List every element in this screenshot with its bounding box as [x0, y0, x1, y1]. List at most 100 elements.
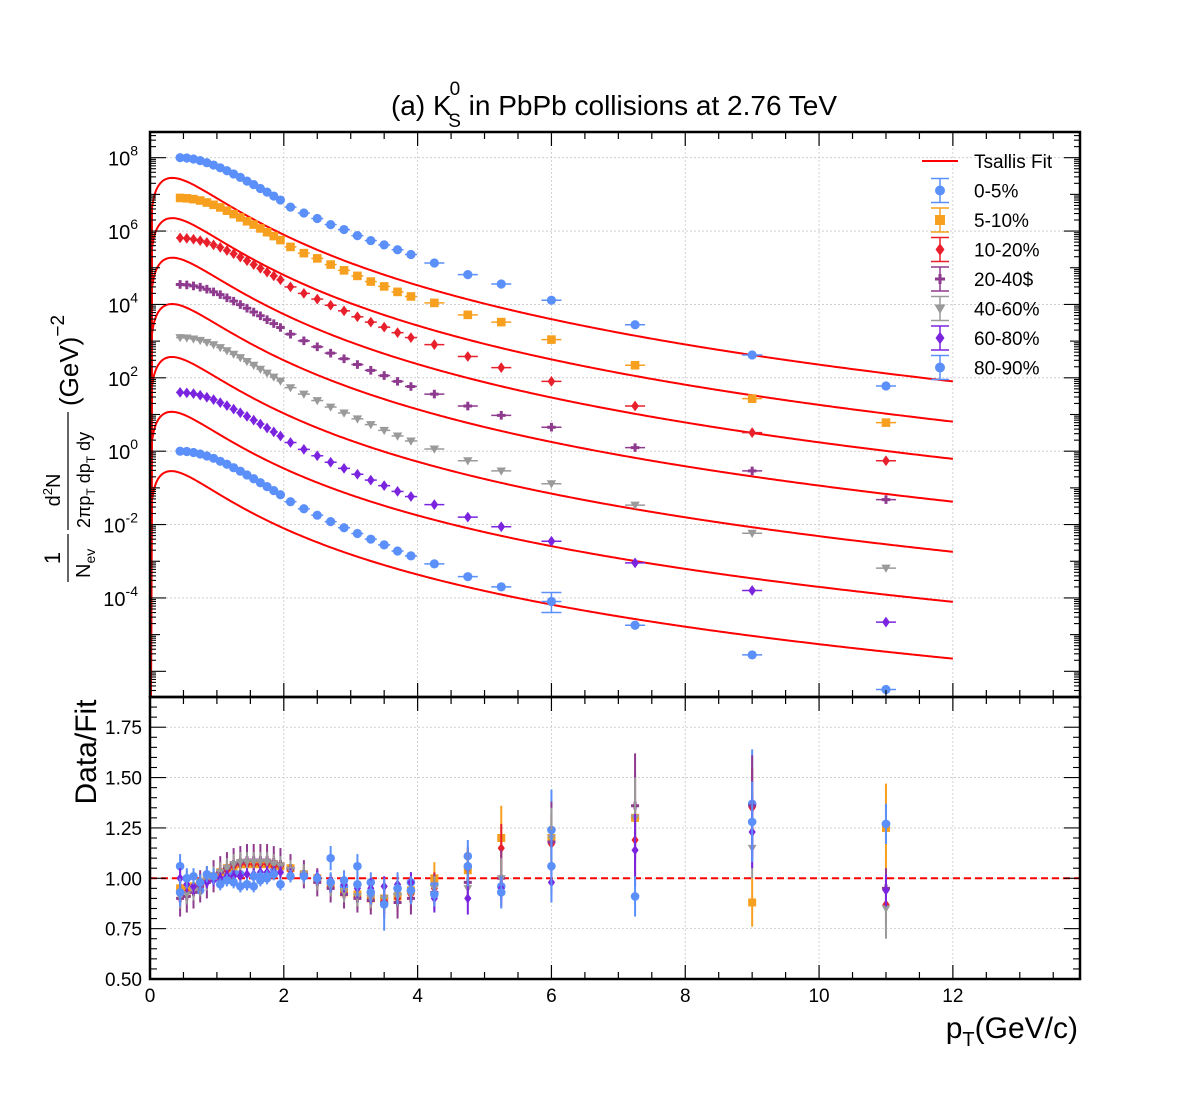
- ratio-point: [366, 888, 376, 897]
- legend-marker: [935, 243, 945, 256]
- ratio-point: [881, 905, 891, 913]
- data-point: [209, 394, 218, 405]
- data-point: [393, 287, 402, 297]
- data-point: [189, 194, 198, 204]
- data-point: [262, 227, 272, 237]
- data-point: [176, 387, 184, 398]
- data-point: [407, 491, 415, 502]
- data-point: [547, 422, 556, 432]
- ratio-point: [229, 878, 238, 887]
- data-point: [202, 284, 212, 294]
- data-point: [352, 528, 363, 539]
- data-point: [269, 231, 279, 241]
- y-tick-label: 106: [108, 216, 138, 244]
- data-point: [379, 426, 389, 436]
- ratio-point: [242, 880, 252, 889]
- data-point: [189, 233, 198, 245]
- y-tick-label-exp: -2: [126, 510, 139, 526]
- data-point: [353, 271, 362, 281]
- ratio-point: [269, 869, 279, 879]
- data-point: [407, 332, 415, 343]
- legend-label: Tsallis Fit: [974, 152, 1053, 173]
- data-point: [631, 400, 639, 412]
- data-point: [223, 400, 231, 411]
- data-point: [222, 347, 232, 356]
- data-point: [223, 245, 231, 256]
- data-point: [366, 235, 376, 246]
- ratio-point: [353, 861, 362, 871]
- data-point: [243, 255, 251, 267]
- ratio-y-axis-label: Data/Fit: [70, 699, 103, 805]
- data-point: [366, 534, 376, 544]
- data-point: [275, 195, 286, 205]
- ylabel-nev: Nev: [73, 549, 98, 578]
- ratio-point: [202, 869, 212, 879]
- data-point: [313, 450, 322, 462]
- data-point: [269, 319, 279, 328]
- data-point: [392, 546, 403, 556]
- data-point: [249, 259, 258, 270]
- top-y-axis-label: 1 Nev d2N 2πpT dpT dy (GeV)−2: [40, 315, 98, 582]
- data-point: [747, 394, 757, 403]
- data-point: [209, 200, 218, 210]
- data-point: [286, 437, 295, 448]
- data-point: [406, 382, 416, 391]
- ratio-point: [262, 871, 272, 881]
- data-point: [236, 251, 245, 263]
- data-point: [463, 270, 473, 280]
- data-point: [262, 482, 272, 492]
- ratio-points: [175, 749, 891, 939]
- ratio-point: [276, 867, 285, 878]
- data-point: [243, 410, 251, 422]
- legend-marker: [934, 304, 946, 314]
- data-point: [881, 418, 891, 427]
- data-point: [275, 377, 286, 386]
- data-point: [326, 517, 336, 527]
- data-point: [195, 196, 205, 205]
- data-point: [255, 365, 266, 374]
- data-point: [215, 344, 225, 353]
- y-tick-label-exp: 0: [130, 436, 138, 452]
- data-point: [340, 463, 348, 474]
- data-point: [748, 427, 757, 439]
- data-point: [429, 258, 439, 268]
- title-suffix: in PbPb collisions at 2.76 TeV: [461, 90, 837, 121]
- data-point: [326, 260, 335, 269]
- data-point: [312, 342, 322, 352]
- data-point: [248, 361, 259, 370]
- data-point: [379, 240, 389, 250]
- data-point: [269, 486, 279, 496]
- ratio-point: [236, 871, 244, 882]
- ratio-point: [236, 882, 245, 891]
- y-tick-label-base: 10: [108, 149, 130, 171]
- x-tick-label: 2: [279, 986, 290, 1007]
- data-point: [430, 389, 439, 399]
- ratio-point: [189, 871, 198, 881]
- data-point: [182, 387, 191, 399]
- data-point: [339, 409, 349, 418]
- ratio-point: [326, 853, 335, 863]
- data-point: [216, 397, 225, 409]
- ratio-point: [463, 861, 473, 871]
- data-point: [209, 239, 218, 251]
- data-point: [175, 153, 185, 163]
- y-tick-label: 104: [108, 289, 138, 317]
- data-point: [269, 426, 278, 438]
- ratio-point: [547, 861, 556, 871]
- data-point: [256, 263, 265, 274]
- data-point: [286, 329, 295, 339]
- data-point: [406, 551, 416, 561]
- data-point: [339, 523, 349, 533]
- data-point: [285, 384, 296, 393]
- data-point: [235, 172, 245, 183]
- ratio-point: [748, 898, 757, 907]
- data-point: [748, 585, 757, 596]
- data-point: [203, 237, 211, 248]
- ratio-point: [256, 871, 265, 881]
- data-point: [196, 389, 205, 401]
- data-point: [463, 572, 473, 582]
- legend-label: 20-40$: [974, 270, 1034, 291]
- data-point: [209, 287, 218, 297]
- ratio-point: [243, 869, 251, 880]
